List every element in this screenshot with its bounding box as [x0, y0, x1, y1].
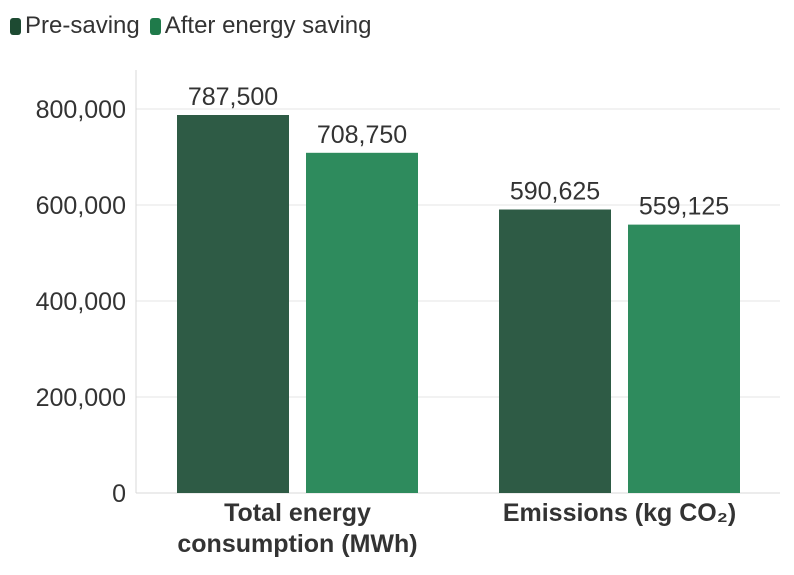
legend: Pre-saving After energy saving: [10, 12, 382, 40]
bar-pre-saving: [177, 115, 289, 493]
y-tick-label: 200,000: [36, 384, 126, 412]
y-tick-label: 800,000: [36, 96, 126, 124]
bar-after-saving: [306, 152, 418, 494]
bar-pre-saving: [499, 209, 611, 493]
x-category-label: Total energy: [224, 499, 371, 527]
legend-item-pre-saving: Pre-saving: [10, 12, 140, 40]
bar-after-saving: [628, 224, 740, 493]
x-category-label: Emissions (kg CO₂): [503, 499, 736, 527]
data-label-after-saving: 708,750: [317, 121, 407, 149]
legend-label-after-saving: After energy saving: [164, 12, 372, 39]
legend-swatch-after-saving: [149, 17, 161, 35]
y-tick-label: 400,000: [36, 288, 126, 316]
legend-item-after-saving: After energy saving: [149, 12, 372, 40]
legend-label-pre-saving: Pre-saving: [25, 12, 140, 39]
y-tick-label: 600,000: [36, 192, 126, 220]
data-label-pre-saving: 787,500: [188, 83, 278, 111]
data-label-after-saving: 559,125: [639, 193, 729, 221]
data-label-pre-saving: 590,625: [510, 178, 600, 206]
x-category-label: consumption (MWh): [177, 530, 417, 558]
legend-swatch-pre-saving: [10, 17, 21, 35]
y-tick-label: 0: [112, 480, 126, 508]
